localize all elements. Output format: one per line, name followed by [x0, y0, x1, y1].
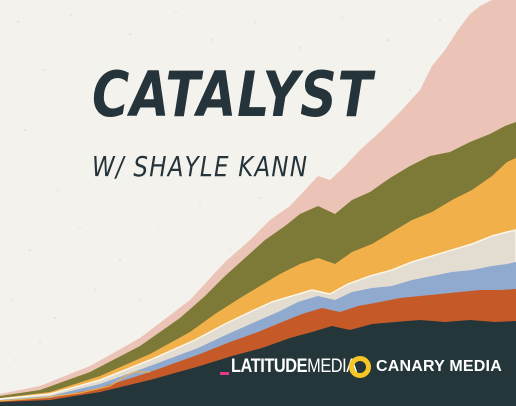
canary-ring-icon: [349, 356, 371, 378]
latitude-media-logo: LATITUDEMEDIA: [220, 356, 377, 378]
latitude-wordmark: LATITUDEMEDIA: [231, 356, 357, 378]
podcast-subtitle: W/ SHAYLE KANN: [92, 150, 309, 183]
latitude-word: LATITUDE: [231, 356, 308, 377]
latitude-accent-bar: [220, 372, 229, 375]
media-word: MEDIA: [307, 356, 357, 377]
podcast-title: CATALYST: [92, 58, 374, 131]
area-layer-dark: [0, 320, 516, 406]
canary-wordmark: CANARY MEDIA: [376, 358, 502, 375]
area-edge-highlight: [0, 371, 150, 402]
canary-media-logo: CANARY MEDIA: [348, 356, 502, 378]
